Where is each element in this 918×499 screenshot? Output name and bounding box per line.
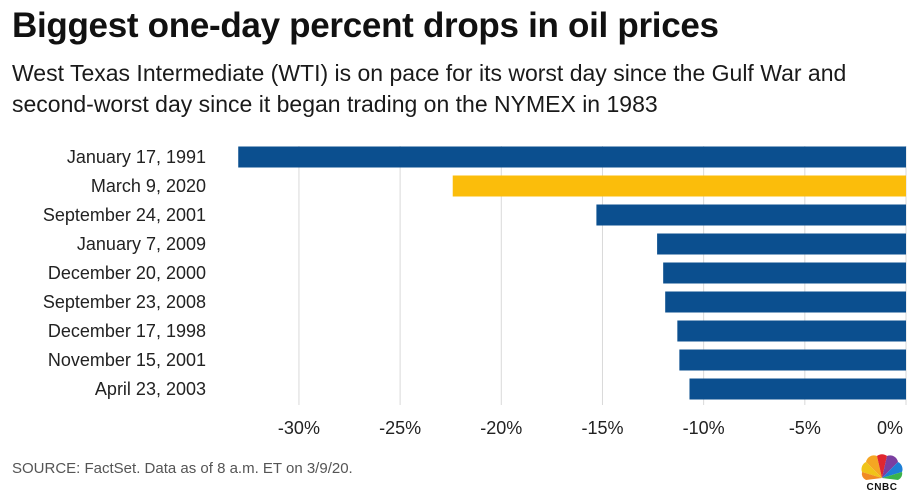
category-label: March 9, 2020 <box>91 176 206 196</box>
bar <box>665 291 906 313</box>
cnbc-logo-text: CNBC <box>866 482 898 493</box>
x-tick-label: -5% <box>789 418 821 438</box>
chart-title: Biggest one-day percent drops in oil pri… <box>12 6 719 45</box>
bar <box>689 378 906 400</box>
x-tick-label: -25% <box>379 418 421 438</box>
x-tick-label: -15% <box>581 418 623 438</box>
bar <box>677 320 906 342</box>
bar <box>657 233 906 255</box>
x-tick-label: -20% <box>480 418 522 438</box>
category-label: December 20, 2000 <box>48 263 206 283</box>
bar <box>238 146 906 168</box>
category-label: September 23, 2008 <box>43 292 206 312</box>
category-label: January 7, 2009 <box>77 234 206 254</box>
category-label: November 15, 2001 <box>48 350 206 370</box>
bar <box>452 175 906 197</box>
bars <box>238 146 906 400</box>
x-axis-tick-labels: -30% -25% -20% -15% -10% -5% 0% <box>278 418 903 438</box>
category-labels: January 17, 1991 March 9, 2020 September 2… <box>43 147 206 399</box>
category-label: January 17, 1991 <box>67 147 206 167</box>
x-tick-label: 0% <box>877 418 903 438</box>
chart-subtitle: West Texas Intermediate (WTI) is on pace… <box>12 60 847 117</box>
category-label: December 17, 1998 <box>48 321 206 341</box>
bar <box>663 262 906 284</box>
x-tick-label: -10% <box>683 418 725 438</box>
category-label: September 24, 2001 <box>43 205 206 225</box>
bar <box>596 204 906 226</box>
source-note: SOURCE: FactSet. Data as of 8 a.m. ET on… <box>12 460 353 477</box>
bar <box>679 349 906 371</box>
category-label: April 23, 2003 <box>95 379 206 399</box>
cnbc-peacock-logo <box>861 454 903 480</box>
x-tick-label: -30% <box>278 418 320 438</box>
